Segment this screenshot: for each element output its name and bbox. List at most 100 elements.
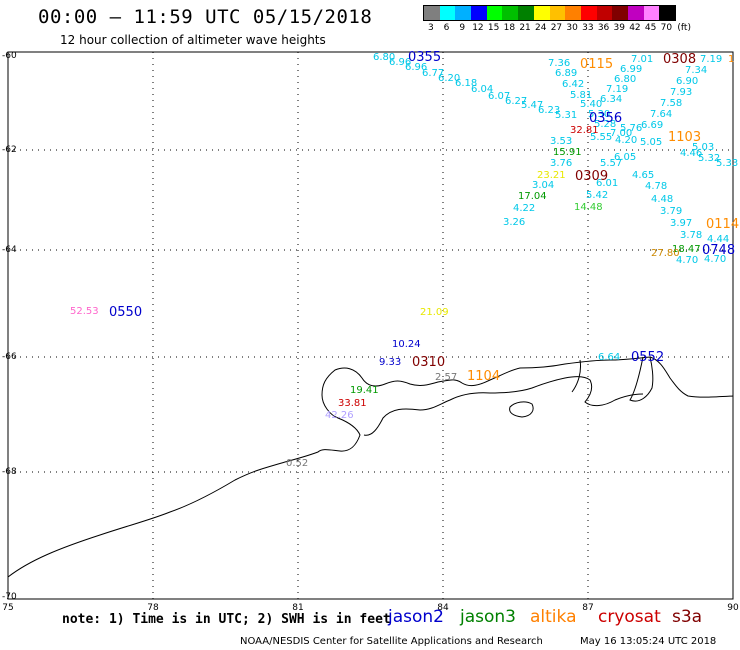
swh-value-label: 19.41 [350, 385, 379, 396]
legend-label-27: 27 [550, 23, 563, 33]
swh-value-label: 6.23 [538, 105, 560, 116]
swh-value-label: 33.81 [338, 398, 367, 409]
satellite-name-altika: altika [530, 607, 577, 627]
legend-label-21: 21 [519, 23, 531, 33]
swh-value-label: 7.93 [670, 87, 692, 98]
legend-swatch-27 [549, 6, 566, 20]
swh-value-label: 21.09 [420, 307, 449, 318]
swh-value-label: 7.36 [548, 58, 570, 69]
legend-swatch-15 [486, 6, 503, 20]
swh-value-label: 4.44 [707, 234, 729, 245]
swh-value-label: 6.04 [471, 84, 493, 95]
graticule [8, 52, 733, 599]
swh-value-label: 6.05 [614, 152, 636, 163]
satellite-name-jason3: jason3 [460, 607, 516, 627]
swh-value-label: 6.64 [598, 352, 620, 363]
swh-value-label: 4.48 [651, 194, 673, 205]
pass-time-label: 0355 [408, 50, 441, 65]
note-text: note: 1) Time is in UTC; 2) SWH is in fe… [62, 612, 391, 627]
legend-label-45: 45 [644, 23, 657, 33]
lon-label-84: 84 [437, 603, 449, 613]
swh-value-label: 6.89 [555, 68, 577, 79]
legend-swatch-45 [643, 6, 660, 20]
swh-value-label: 5.03 [692, 142, 714, 153]
swh-value-label: 5.76 [620, 123, 642, 134]
legend-swatch-33 [580, 6, 597, 20]
legend-label-15: 15 [487, 23, 500, 33]
legend-labels: 3 6 9 12 15 18 21 24 27 30 33 36 39 42 45 70 (ft) [423, 21, 691, 35]
legend-unit: (ft) [677, 23, 691, 33]
swh-value-label: 5.55 [590, 132, 612, 143]
legend-swatch-24 [533, 6, 550, 20]
lon-label-78: 78 [147, 603, 159, 613]
swh-value-label: 27.80 [651, 248, 680, 259]
legend-swatch-70 [659, 6, 675, 20]
footer-timestamp: May 16 13:05:24 UTC 2018 [580, 636, 717, 647]
lat-label-minus-66: -66 [2, 352, 17, 362]
legend-swatch-21 [518, 6, 534, 20]
legend-label-18: 18 [503, 23, 516, 33]
swh-value-label: 2.57 [435, 372, 457, 383]
legend-swatch-6 [439, 6, 456, 20]
swh-value-label: 6.20 [438, 73, 460, 84]
legend-label-39: 39 [613, 23, 625, 33]
ice-shelf-ridge [629, 356, 654, 402]
swh-value-label: 17.04 [518, 191, 547, 202]
color-legend: 3 6 9 12 15 18 21 24 27 30 33 36 39 42 45 70 (ft) [423, 5, 691, 35]
pass-time-label: 0748 [702, 243, 735, 258]
pass-time-label: 0308 [663, 52, 696, 67]
swh-value-label: 4.22 [513, 203, 535, 214]
legend-swatch-9 [455, 6, 472, 20]
lon-label-87: 87 [582, 603, 594, 613]
pass-time-label: 0309 [575, 169, 608, 184]
pass-time-label: 0114 [706, 217, 739, 232]
legend-label-42: 42 [629, 23, 641, 33]
swh-value-label: 6.18 [455, 78, 477, 89]
ice-channel [571, 359, 581, 393]
ice-shelf-inner [363, 376, 644, 436]
swh-value-label: 6.01 [596, 178, 618, 189]
swh-value-label: 5.32 [698, 153, 720, 164]
satellite-name-jason2: jason2 [388, 607, 444, 627]
legend-label-3: 3 [427, 23, 434, 33]
swh-value-label: 3.53 [550, 136, 572, 147]
lon-label-75: 75 [2, 603, 14, 613]
legend-swatches [423, 5, 676, 21]
swh-value-label: 14.48 [574, 202, 603, 213]
satellite-name-s3a: s3a [672, 607, 703, 627]
swh-value-label: 6.96 [389, 57, 411, 68]
map-subtitle: 12 hour collection of altimeter wave hei… [60, 33, 326, 47]
swh-value-label: 7.34 [685, 65, 707, 76]
lon-label-81: 81 [292, 603, 304, 613]
pass-time-label: 1104 [467, 369, 500, 384]
swh-value-label: 5.28 [594, 119, 616, 130]
legend-label-24: 24 [535, 23, 547, 33]
legend-swatch-18 [502, 6, 519, 20]
swh-value-label: 10.24 [392, 339, 421, 350]
swh-value-label: 7.01 [631, 54, 653, 65]
lat-label-minus-64: -64 [2, 245, 17, 255]
pass-time-label: 0115 [580, 57, 613, 72]
pass-time-label: 0310 [412, 355, 445, 370]
legend-label-12: 12 [472, 23, 484, 33]
lon-label-90: 90 [727, 603, 739, 613]
swh-value-label: 5.05 [640, 137, 662, 148]
legend-swatch-12 [471, 6, 487, 20]
swh-value-label: 6.77 [422, 68, 444, 79]
swh-value-label: 6.42 [562, 79, 584, 90]
swh-value-label: 6.80 [373, 52, 395, 63]
pass-time-label: 0550 [109, 305, 142, 320]
swh-value-label: 1 [728, 54, 734, 65]
map-frame [7, 51, 734, 600]
swh-value-label: 3.04 [532, 180, 554, 191]
swh-value-label: 3.79 [660, 206, 682, 217]
swh-value-label: 5.42 [586, 190, 608, 201]
swh-value-label: 5.57 [600, 158, 622, 169]
lat-label-minus-68: -68 [2, 467, 17, 477]
swh-value-label: 6.99 [620, 64, 642, 75]
swh-value-label: 4.70 [704, 254, 726, 265]
swh-value-label: 5.33 [716, 158, 738, 169]
legend-swatch-30 [565, 6, 581, 20]
